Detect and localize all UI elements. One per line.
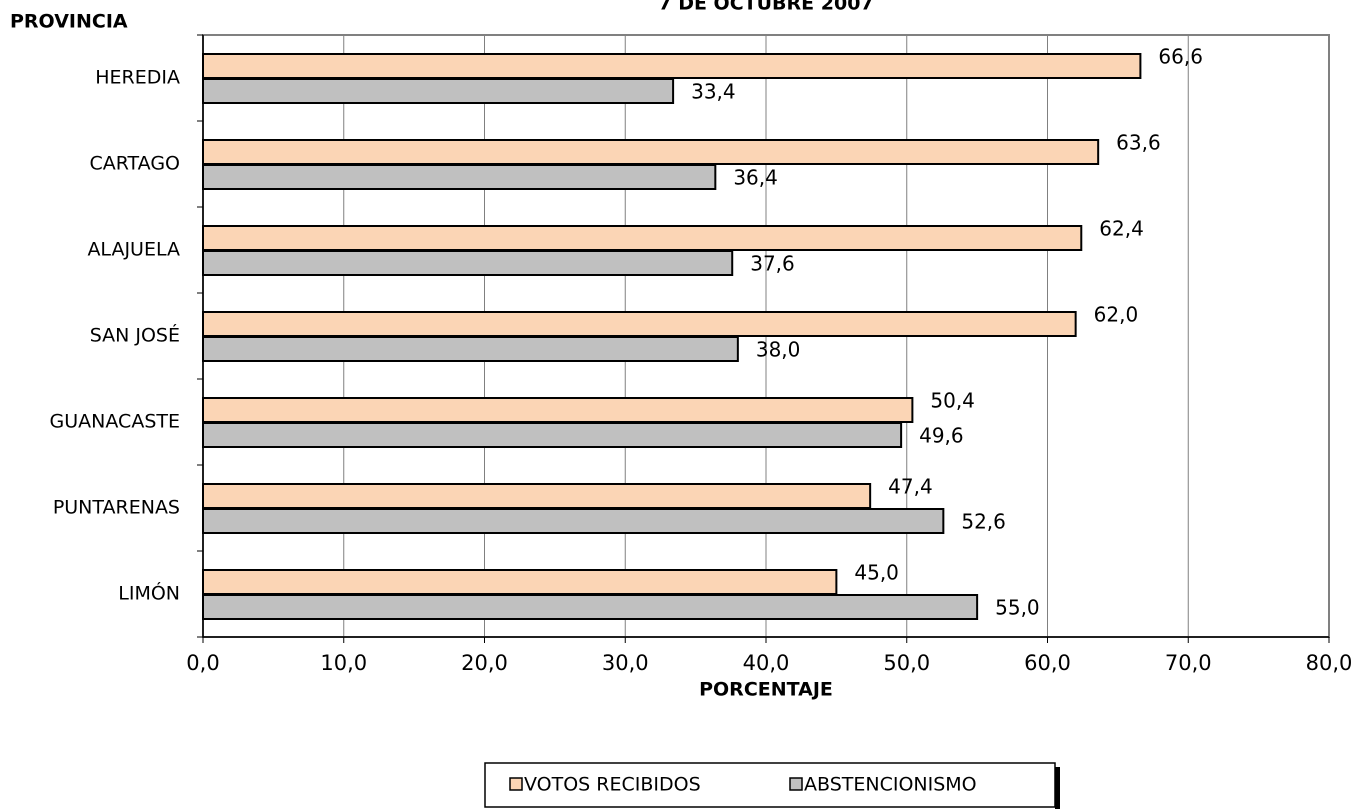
bar bbox=[202, 250, 734, 276]
y-tick-label: PUNTARENAS bbox=[53, 497, 180, 519]
y-tick-label: SAN JOSÉ bbox=[90, 324, 180, 347]
y-tick-label: CARTAGO bbox=[89, 153, 180, 175]
bar bbox=[202, 225, 1083, 251]
data-label: 37,6 bbox=[750, 252, 795, 276]
bar bbox=[202, 53, 1142, 79]
x-tick-label: 80,0 bbox=[1306, 651, 1353, 675]
data-label: 33,4 bbox=[691, 80, 736, 104]
bar bbox=[202, 139, 1100, 165]
data-label: 45,0 bbox=[854, 561, 899, 585]
legend-swatch bbox=[789, 777, 803, 791]
bar bbox=[202, 483, 872, 509]
y-tick-label: LIMÓN bbox=[118, 581, 180, 605]
data-label: 47,4 bbox=[888, 475, 933, 499]
legend-shadow bbox=[1055, 767, 1060, 809]
data-label: 36,4 bbox=[733, 166, 778, 190]
bar bbox=[202, 164, 717, 190]
legend-label: ABSTENCIONISMO bbox=[804, 774, 977, 796]
bar bbox=[202, 594, 979, 620]
legend-swatch bbox=[509, 777, 523, 791]
x-tick-label: 30,0 bbox=[602, 651, 649, 675]
data-label: 49,6 bbox=[919, 424, 964, 448]
data-label: 52,6 bbox=[961, 510, 1006, 534]
x-tick-label: 70,0 bbox=[1165, 651, 1212, 675]
x-tick-label: 50,0 bbox=[883, 651, 930, 675]
bar bbox=[202, 422, 903, 448]
y-axis-label: PROVINCIA bbox=[10, 11, 128, 33]
bar bbox=[202, 508, 945, 534]
x-tick-label: 40,0 bbox=[743, 651, 790, 675]
data-label: 63,6 bbox=[1116, 131, 1161, 155]
data-label: 38,0 bbox=[756, 338, 801, 362]
bar bbox=[202, 78, 675, 104]
x-tick-label: 0,0 bbox=[186, 651, 219, 675]
y-tick-label: GUANACASTE bbox=[50, 411, 180, 433]
data-label: 55,0 bbox=[995, 596, 1040, 620]
chart-title: 7 DE OCTUBRE 2007 bbox=[658, 0, 873, 15]
x-tick-label: 10,0 bbox=[320, 651, 367, 675]
data-label: 66,6 bbox=[1158, 45, 1203, 69]
x-tick-label: 20,0 bbox=[461, 651, 508, 675]
data-label: 50,4 bbox=[930, 389, 975, 413]
bar bbox=[202, 311, 1077, 337]
bar bbox=[202, 336, 739, 362]
y-tick-label: HEREDIA bbox=[95, 67, 180, 89]
y-tick-label: ALAJUELA bbox=[87, 239, 180, 261]
x-axis-label: PORCENTAJE bbox=[699, 679, 833, 701]
x-tick-label: 60,0 bbox=[1024, 651, 1071, 675]
legend-box bbox=[484, 762, 1056, 808]
bar bbox=[202, 569, 838, 595]
bar bbox=[202, 397, 914, 423]
legend-label: VOTOS RECIBIDOS bbox=[524, 774, 701, 796]
data-label: 62,4 bbox=[1099, 217, 1144, 241]
data-label: 62,0 bbox=[1094, 303, 1139, 327]
